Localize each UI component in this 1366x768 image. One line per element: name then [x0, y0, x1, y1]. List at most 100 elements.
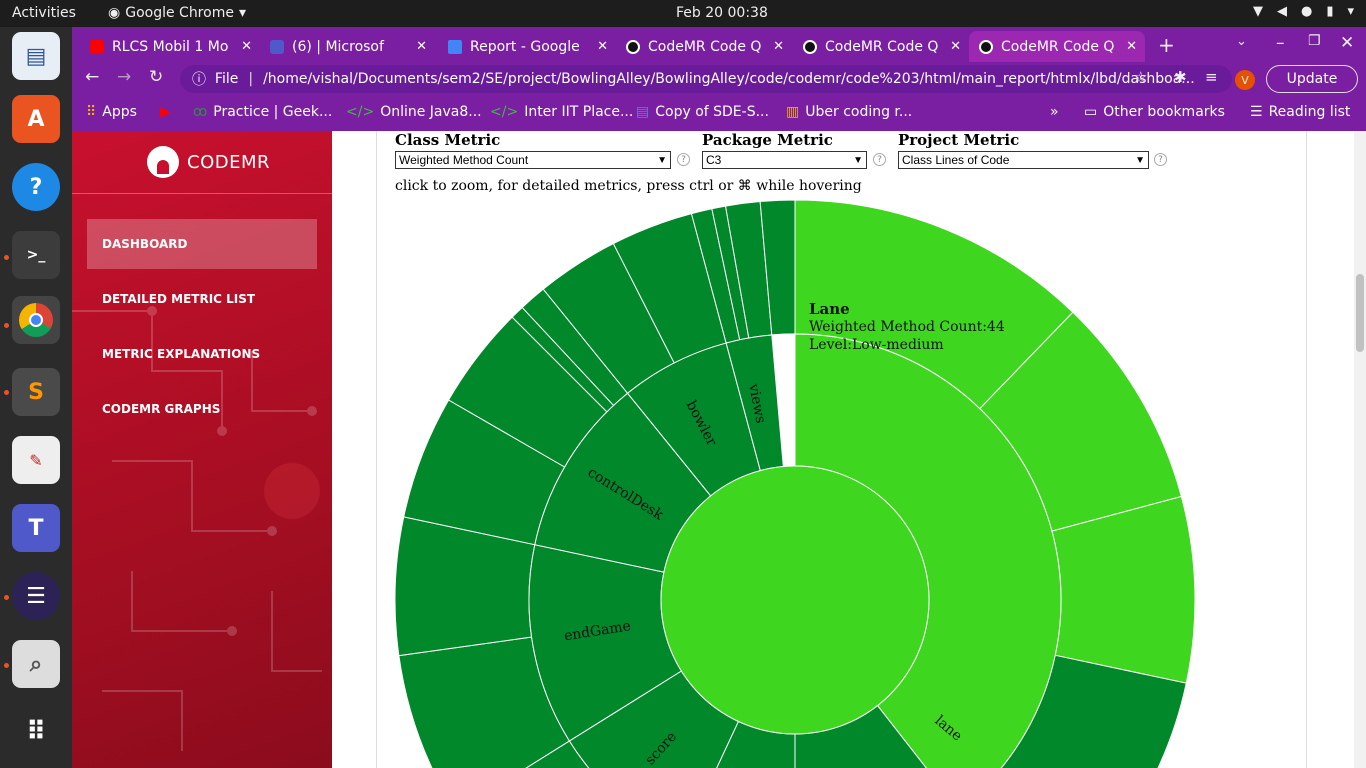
teams-icon[interactable]: T — [12, 504, 60, 552]
code-icon: </> — [490, 104, 519, 120]
tab-youtube[interactable]: RLCS Mobil 1 Mo ✕ — [80, 31, 260, 62]
bookmark-uber[interactable]: ▥ Uber coding r... — [786, 104, 913, 120]
close-icon[interactable]: ✕ — [416, 39, 427, 54]
hover-tooltip: Lane Weighted Method Count:44 Level:Low-… — [809, 300, 1005, 354]
running-indicator — [4, 390, 9, 395]
bookmark-interiit[interactable]: </> Inter IIT Place... — [490, 104, 634, 120]
tooltip-metric: Weighted Method Count:44 — [809, 319, 1005, 335]
tab-codemr-active[interactable]: CodeMR Code Q ✕ — [969, 31, 1145, 62]
tooltip-level: Level:Low-medium — [809, 337, 944, 353]
show-applications-icon[interactable]: ⠿ — [25, 717, 47, 747]
close-icon[interactable]: ✕ — [773, 39, 784, 54]
system-top-bar: Activities ◉ Google Chrome ▾ Feb 20 00:38 … — [0, 0, 1366, 27]
minimize-button[interactable]: – — [1276, 33, 1285, 53]
sunburst-chart[interactable]: lanepartysetterscoreendGamecontrolDeskbo… — [332, 131, 1354, 768]
geeks-icon: ꝏ — [193, 104, 208, 120]
sublime-text-icon[interactable]: S — [12, 368, 60, 416]
chevron-down-icon: ▾ — [238, 5, 246, 21]
tab-strip: RLCS Mobil 1 Mo ✕ (6) | Microsof ✕ Report … — [72, 27, 1366, 62]
volume-icon: ◀ — [1276, 4, 1287, 19]
reading-list-icon: ☰ — [1250, 104, 1263, 120]
nav-metric-explanations[interactable]: METRIC EXPLANATIONS — [102, 347, 261, 361]
project-metric-help-icon[interactable]: ? — [1154, 153, 1167, 166]
bookmark-apps[interactable]: ⠿ Apps — [86, 104, 137, 120]
package-metric-select[interactable]: C3 ▼ — [702, 151, 867, 169]
class-metric-select[interactable]: Weighted Method Count ▼ — [395, 151, 671, 169]
google-docs-icon — [448, 39, 462, 54]
bookmark-reading-list[interactable]: ☰ Reading list — [1250, 104, 1351, 120]
nav-dashboard[interactable]: DASHBOARD — [87, 219, 317, 269]
apps-grid-icon: ⠿ — [86, 104, 97, 120]
help-icon[interactable]: ? — [12, 163, 60, 211]
document-scanner-icon[interactable]: ✎ — [12, 436, 60, 484]
address-bar[interactable]: ⓘ File |/home/vishal/Documents/sem2/SE/pr… — [180, 65, 1232, 93]
tooltip-title: Lane — [809, 300, 850, 318]
image-viewer-icon[interactable]: ⌕ — [12, 640, 60, 688]
running-indicator — [4, 255, 9, 260]
close-icon[interactable]: ✕ — [1126, 39, 1137, 54]
activities-button[interactable]: Activities — [12, 5, 76, 21]
info-icon: ⓘ — [192, 72, 206, 88]
sheets-icon: ▥ — [786, 104, 800, 120]
chrome-dock-icon[interactable] — [12, 296, 60, 344]
toolbar: ← → ↻ ⓘ File |/home/vishal/Documents/sem2… — [72, 62, 1366, 96]
scrollbar-thumb[interactable] — [1356, 274, 1364, 352]
chevron-down-icon: ▼ — [1135, 154, 1145, 166]
media-control-icon[interactable]: ≡ — [1205, 68, 1218, 86]
codemr-icon — [979, 39, 993, 54]
tab-teams[interactable]: (6) | Microsof ✕ — [260, 31, 435, 62]
close-icon[interactable]: ✕ — [950, 39, 961, 54]
package-metric-help-icon[interactable]: ? — [873, 153, 886, 166]
maximize-button[interactable]: ❐ — [1308, 33, 1321, 49]
page-scrollbar[interactable] — [1354, 131, 1366, 768]
sunburst-class-segment[interactable] — [456, 740, 604, 768]
system-tray[interactable]: ▼ ◀ ● ▮ ▾ — [1253, 4, 1354, 19]
bookmark-java8[interactable]: </> Online Java8... — [346, 104, 482, 120]
bookmarks-bar: ⠿ Apps ▶ ꝏ Practice | Geek... </> Online Ja… — [72, 96, 1366, 131]
close-window-button[interactable]: ✕ — [1340, 33, 1355, 53]
back-button[interactable]: ← — [85, 67, 100, 87]
sunburst-root-segment[interactable] — [660, 465, 930, 735]
close-icon[interactable]: ✕ — [241, 39, 252, 54]
chevron-down-icon: ▼ — [853, 154, 863, 166]
update-button[interactable]: Update — [1266, 65, 1358, 93]
eclipse-icon[interactable]: ☰ — [12, 572, 60, 620]
running-indicator — [4, 595, 9, 600]
youtube-icon: ▶ — [160, 104, 171, 120]
codemr-logo[interactable]: CODEMR — [147, 146, 270, 178]
class-metric-help-icon[interactable]: ? — [677, 153, 690, 166]
project-metric-label: Project Metric — [898, 131, 1020, 149]
forward-button[interactable]: → — [117, 67, 132, 87]
software-center-icon[interactable]: A — [12, 95, 60, 143]
clock[interactable]: Feb 20 00:38 — [676, 5, 768, 21]
bookmarks-overflow-icon[interactable]: » — [1050, 104, 1059, 120]
bookmark-star-icon[interactable]: ☆ — [1134, 68, 1148, 86]
document-viewer-icon[interactable]: ▤ — [12, 32, 60, 80]
extensions-icon[interactable]: ✱ — [1174, 68, 1187, 86]
terminal-icon[interactable]: >_ — [12, 231, 60, 279]
new-tab-button[interactable]: + — [1158, 33, 1175, 57]
code-icon: </> — [346, 104, 375, 120]
app-menu[interactable]: ◉ Google Chrome ▾ — [108, 5, 246, 21]
reload-button[interactable]: ↻ — [149, 67, 164, 87]
bookmark-other[interactable]: ▭ Other bookmarks — [1084, 104, 1225, 120]
tab-codemr-2[interactable]: CodeMR Code Q ✕ — [793, 31, 969, 62]
package-metric-label: Package Metric — [702, 131, 833, 149]
close-icon[interactable]: ✕ — [597, 39, 608, 54]
running-indicator — [4, 323, 9, 328]
bookmark-sde[interactable]: ▤ Copy of SDE-S... — [636, 104, 769, 120]
project-metric-select[interactable]: Class Lines of Code ▼ — [898, 151, 1149, 169]
mic-icon: ● — [1300, 4, 1313, 19]
battery-icon: ▮ — [1326, 4, 1334, 19]
sunburst-package-segment[interactable] — [771, 333, 796, 336]
nav-detailed-metric-list[interactable]: DETAILED METRIC LIST — [102, 292, 256, 306]
nav-codemr-graphs[interactable]: CODEMR GRAPHS — [102, 402, 221, 416]
tab-report[interactable]: Report - Google ✕ — [438, 31, 616, 62]
bookmark-geeks[interactable]: ꝏ Practice | Geek... — [193, 104, 333, 120]
bookmark-youtube[interactable]: ▶ — [160, 104, 171, 120]
profile-avatar[interactable]: V — [1235, 70, 1255, 90]
tab-codemr-1[interactable]: CodeMR Code Q ✕ — [616, 31, 792, 62]
sidebar: CODEMR DASHBOARD DETAILED METRIC LIST ME… — [72, 131, 332, 768]
tab-search-button[interactable]: ⌄ — [1236, 34, 1247, 49]
divider — [72, 193, 332, 194]
